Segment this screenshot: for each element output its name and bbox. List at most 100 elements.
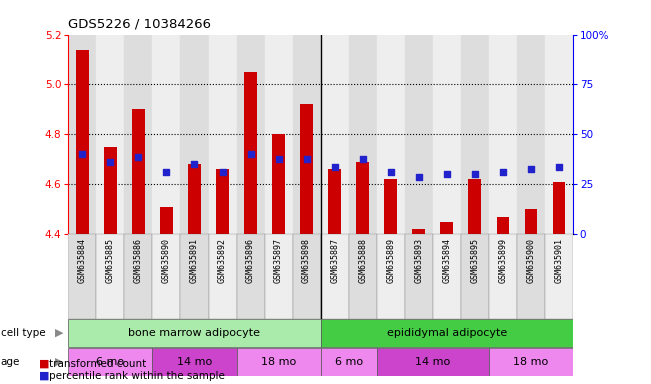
Bar xyxy=(413,229,425,234)
Point xyxy=(441,171,452,177)
Bar xyxy=(349,35,377,234)
Bar xyxy=(461,35,489,234)
Point xyxy=(469,171,480,177)
Text: GSM635887: GSM635887 xyxy=(330,238,339,283)
Bar xyxy=(356,162,369,234)
Point xyxy=(105,159,116,165)
Bar xyxy=(328,169,341,234)
Bar xyxy=(264,234,292,319)
Bar xyxy=(180,35,208,234)
Bar xyxy=(132,109,145,234)
Text: GSM635891: GSM635891 xyxy=(190,238,199,283)
Text: GSM635889: GSM635889 xyxy=(386,238,395,283)
Bar xyxy=(264,35,292,234)
Point xyxy=(385,169,396,175)
Bar xyxy=(384,179,397,234)
Bar xyxy=(441,222,453,234)
Bar xyxy=(152,35,180,234)
Bar xyxy=(180,234,208,319)
Bar xyxy=(320,319,573,347)
Text: bone marrow adipocyte: bone marrow adipocyte xyxy=(128,328,260,338)
Text: GSM635896: GSM635896 xyxy=(246,238,255,283)
Text: GSM635888: GSM635888 xyxy=(358,238,367,283)
Bar xyxy=(433,234,461,319)
Bar xyxy=(124,234,152,319)
Point xyxy=(245,151,256,157)
Bar xyxy=(517,234,545,319)
Bar xyxy=(469,179,481,234)
Bar xyxy=(433,35,461,234)
Point xyxy=(161,169,172,175)
Bar xyxy=(545,234,573,319)
Text: GSM635897: GSM635897 xyxy=(274,238,283,283)
Bar xyxy=(68,348,152,376)
Text: GSM635900: GSM635900 xyxy=(527,238,535,283)
Bar xyxy=(377,348,489,376)
Bar xyxy=(377,234,405,319)
Bar xyxy=(208,234,236,319)
Text: GSM635892: GSM635892 xyxy=(218,238,227,283)
Bar xyxy=(292,234,320,319)
Bar xyxy=(320,35,349,234)
Text: percentile rank within the sample: percentile rank within the sample xyxy=(49,371,225,381)
Point xyxy=(273,156,284,162)
Bar xyxy=(68,35,96,234)
Point xyxy=(525,166,536,172)
Point xyxy=(329,164,340,170)
Point xyxy=(413,174,424,180)
Point xyxy=(77,151,88,157)
Bar xyxy=(461,234,489,319)
Text: GSM635895: GSM635895 xyxy=(470,238,479,283)
Bar xyxy=(292,35,320,234)
Bar xyxy=(545,35,573,234)
Bar xyxy=(405,234,433,319)
Bar xyxy=(68,319,320,347)
Bar xyxy=(489,234,517,319)
Bar xyxy=(68,234,96,319)
Text: epididymal adipocyte: epididymal adipocyte xyxy=(387,328,507,338)
Bar xyxy=(244,72,257,234)
Text: cell type: cell type xyxy=(1,328,46,338)
Text: 14 mo: 14 mo xyxy=(415,357,450,367)
Bar xyxy=(236,35,264,234)
Bar xyxy=(489,348,573,376)
Text: GSM635885: GSM635885 xyxy=(106,238,115,283)
Text: ■: ■ xyxy=(39,371,49,381)
Bar xyxy=(76,50,89,234)
Bar xyxy=(236,348,320,376)
Bar xyxy=(349,234,377,319)
Bar xyxy=(320,234,349,319)
Bar xyxy=(489,35,517,234)
Text: 6 mo: 6 mo xyxy=(96,357,124,367)
Bar xyxy=(152,234,180,319)
Bar xyxy=(104,147,117,234)
Text: age: age xyxy=(1,357,20,367)
Text: 14 mo: 14 mo xyxy=(177,357,212,367)
Text: GSM635894: GSM635894 xyxy=(442,238,451,283)
Text: GSM635893: GSM635893 xyxy=(414,238,423,283)
Point xyxy=(301,156,312,162)
Bar xyxy=(525,209,537,234)
Bar xyxy=(300,104,313,234)
Point xyxy=(133,154,144,160)
Point xyxy=(553,164,564,170)
Text: 6 mo: 6 mo xyxy=(335,357,363,367)
Bar xyxy=(553,182,565,234)
Point xyxy=(497,169,508,175)
Bar xyxy=(160,207,173,234)
Text: 18 mo: 18 mo xyxy=(513,357,548,367)
Bar xyxy=(377,35,405,234)
Bar xyxy=(517,35,545,234)
Text: GSM635899: GSM635899 xyxy=(498,238,507,283)
Bar xyxy=(188,164,201,234)
Text: ▶: ▶ xyxy=(55,357,63,367)
Text: GDS5226 / 10384266: GDS5226 / 10384266 xyxy=(68,17,212,30)
Bar xyxy=(96,35,124,234)
Point xyxy=(357,156,368,162)
Bar xyxy=(320,348,377,376)
Point xyxy=(189,161,200,167)
Text: 18 mo: 18 mo xyxy=(261,357,296,367)
Text: ■: ■ xyxy=(39,359,49,369)
Text: GSM635898: GSM635898 xyxy=(302,238,311,283)
Text: GSM635886: GSM635886 xyxy=(134,238,143,283)
